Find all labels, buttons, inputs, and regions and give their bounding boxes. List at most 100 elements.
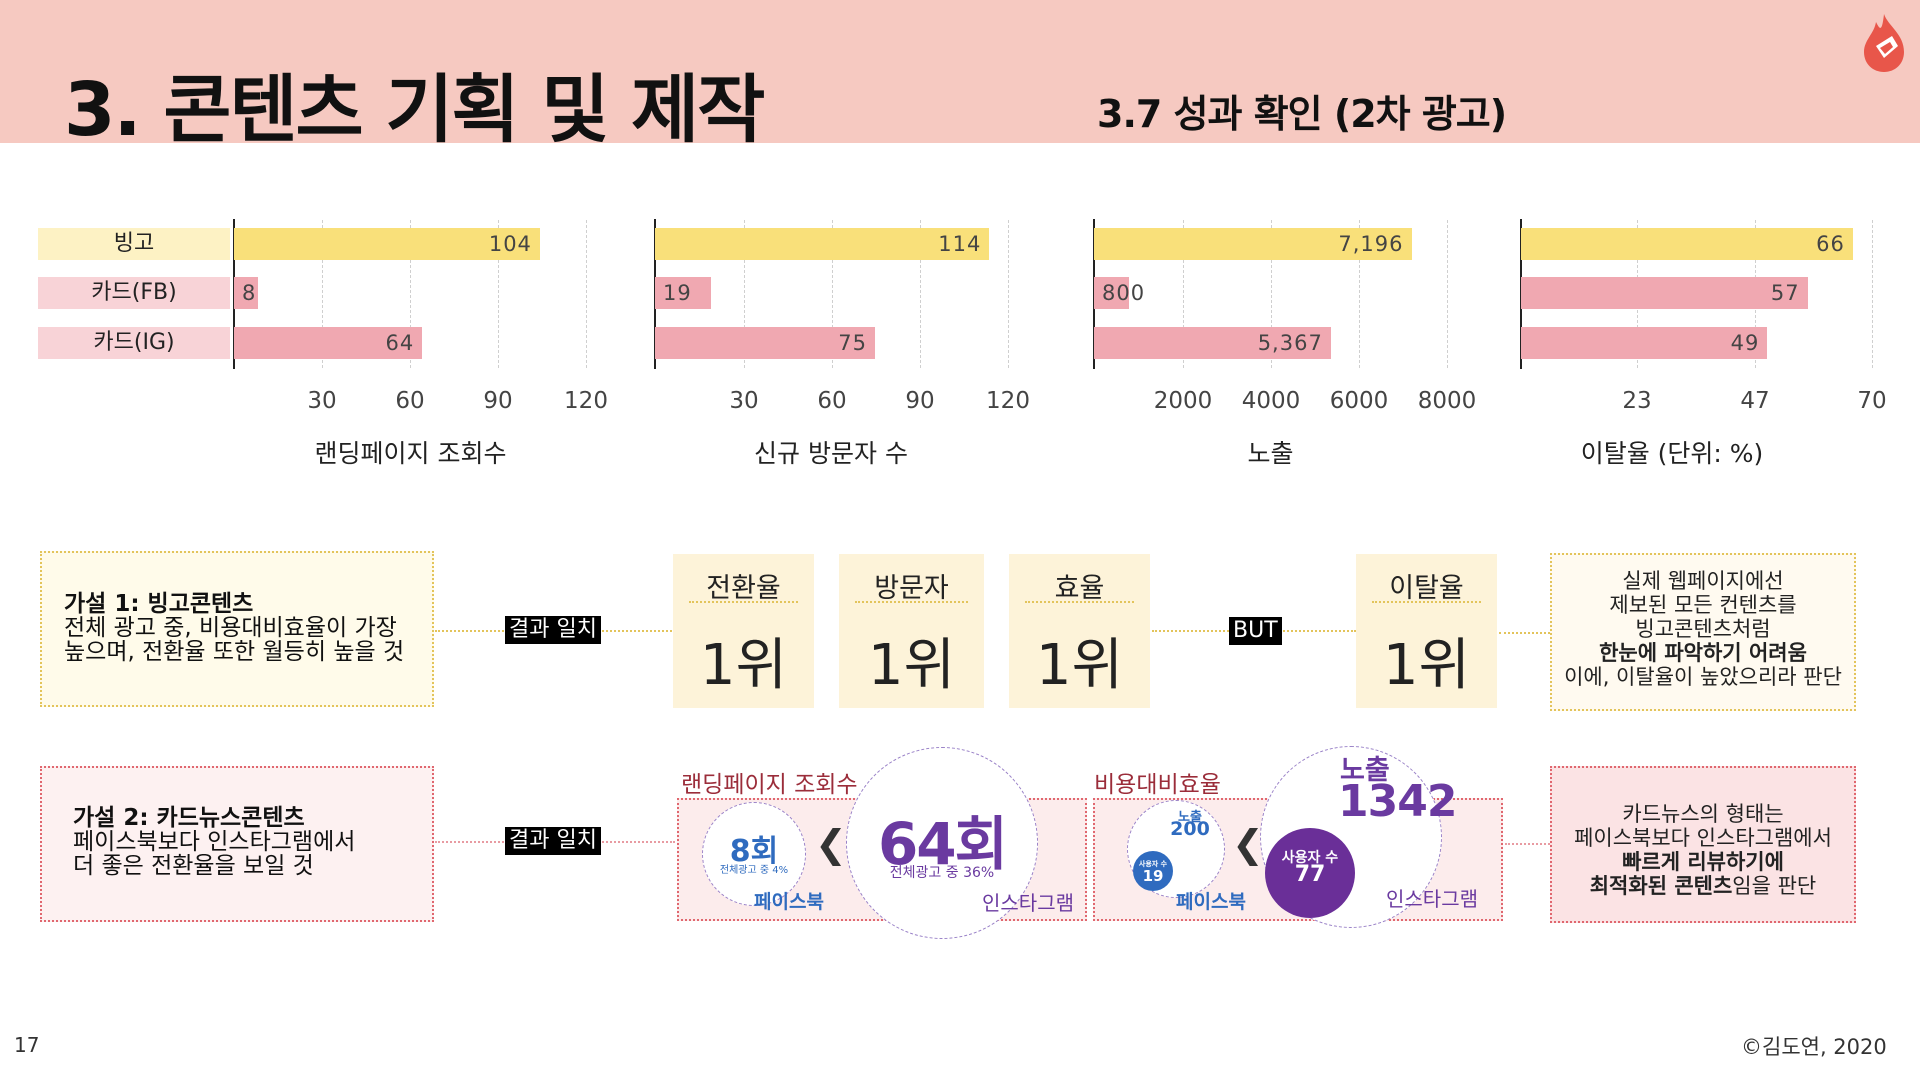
category-label-card-ig: 카드(IG): [38, 327, 230, 359]
gridline: [322, 220, 323, 368]
x-tick-label: 2000: [1153, 388, 1213, 414]
hypothesis-1-line1: 전체 광고 중, 비용대비효율이 가장: [64, 615, 397, 641]
gridline: [1359, 220, 1360, 368]
bar-bingo: [655, 228, 990, 260]
value-label: 800: [1102, 281, 1146, 305]
note-bold-part: 최적화된 콘텐츠: [1589, 874, 1733, 898]
hypothesis-2-line1: 페이스북보다 인스타그램에서: [73, 829, 356, 855]
rank-title-bounce: 이탈율: [1389, 573, 1464, 604]
x-axis-title: 이탈율 (단위: %): [1580, 439, 1764, 468]
value-label: 75: [838, 331, 867, 355]
rank-title-efficiency: 효율: [1054, 573, 1105, 604]
facebook-users-bubble: [1133, 851, 1173, 891]
note-line-mixed: 최적화된 콘텐츠임을 판단: [1552, 874, 1854, 898]
x-axis-title: 신규 방문자 수: [754, 439, 908, 468]
facebook-name: 페이스북: [754, 891, 824, 913]
section-subtitle: 3.7 성과 확인 (2차 광고): [1097, 92, 1507, 136]
value-label: 7,196: [1338, 232, 1404, 256]
rank-separator: [855, 601, 968, 603]
note-line-bold: 한눈에 파악하기 어려움: [1599, 641, 1807, 665]
x-tick-label: 8000: [1417, 388, 1477, 414]
value-label: 114: [938, 232, 982, 256]
x-tick-label: 120: [564, 388, 608, 414]
hypothesis-2-box: [40, 766, 434, 922]
connector-line: [1499, 632, 1550, 634]
bar-bingo: [1094, 228, 1412, 260]
result-match-tag: 결과 일치: [505, 616, 601, 644]
bar-bingo: [234, 228, 540, 260]
gridline: [1183, 220, 1184, 368]
x-tick-label: 120: [986, 388, 1030, 414]
bar-card-fb: [234, 277, 258, 309]
gridline: [1872, 220, 1873, 368]
bar-bingo: [1521, 228, 1853, 260]
landing-views-label: 랜딩페이지 조회수: [681, 772, 858, 798]
instagram-exposure-value: 1342: [1338, 776, 1457, 827]
rank-separator: [1372, 601, 1481, 603]
x-tick-label: 90: [905, 388, 935, 414]
page-number: 17: [14, 1033, 40, 1057]
hypothesis-1-title: 가설 1: 빙고콘텐츠: [64, 591, 254, 617]
compare-less-icon: ❮: [815, 822, 847, 866]
facebook-exposure-label: 노출: [1178, 810, 1202, 825]
hypothesis-2-note: 카드뉴스의 형태는 페이스북보다 인스타그램에서 빠르게 리뷰하기에 최적화된 …: [1550, 766, 1856, 923]
rank-title-conversion: 전환율: [706, 573, 781, 604]
cost-efficiency-label: 비용대비효율: [1094, 772, 1221, 798]
x-tick-label: 30: [729, 388, 759, 414]
instagram-users-label: 사용자 수: [1281, 850, 1339, 866]
flame-logo-icon: [1864, 14, 1904, 72]
gridline: [1271, 220, 1272, 368]
bar-card-fb: [1521, 277, 1808, 309]
value-label: 5,367: [1257, 331, 1323, 355]
note-line: 카드뉴스의 형태는: [1622, 802, 1784, 826]
instagram-landing-share: 전체광고 중 36%: [889, 865, 995, 881]
x-tick-label: 70: [1857, 388, 1887, 414]
value-label: 66: [1816, 232, 1845, 256]
value-label: 49: [1730, 331, 1760, 355]
hypothesis-1-note: 실제 웹페이지에선 제보된 모든 컨텐츠를 빙고콘텐츠처럼 한눈에 파악하기 어…: [1550, 553, 1856, 711]
but-tag: BUT: [1229, 617, 1282, 645]
gridline: [832, 220, 833, 368]
note-rest-part: 임을 판단: [1732, 874, 1817, 898]
header-band: [0, 0, 1920, 143]
instagram-circle: [846, 747, 1038, 939]
bar-card-ig: [1094, 327, 1331, 359]
instagram-name: 인스타그램: [1386, 887, 1478, 911]
rank-value-bounce: 1위: [1382, 633, 1471, 698]
x-axis-title: 랜딩페이지 조회수: [314, 439, 507, 468]
rank-separator: [689, 601, 798, 603]
gridline: [744, 220, 745, 368]
instagram-users-bubble: [1265, 828, 1355, 918]
note-line: 페이스북보다 인스타그램에서: [1574, 826, 1832, 850]
gridline: [920, 220, 921, 368]
instagram-exposure-label: 노출: [1340, 755, 1390, 786]
x-tick-label: 47: [1740, 388, 1770, 414]
bar-card-fb: [1094, 277, 1130, 309]
rank-card-conversion: [673, 554, 814, 708]
note-line: 이에, 이탈율이 높았으리라 판단: [1564, 665, 1842, 689]
copyright: ©김도연, 2020: [1741, 1035, 1887, 1059]
instagram-landing-value: 64회: [877, 810, 1008, 878]
page-title: 3. 콘텐츠 기획 및 제작: [64, 67, 765, 153]
connector-line: [1505, 843, 1550, 845]
facebook-landing-value: 8회: [729, 834, 779, 869]
facebook-landing-share: 전체광고 중 4%: [719, 865, 789, 876]
hypothesis-1-line2: 높으며, 전환율 또한 월등히 높을 것: [64, 639, 405, 665]
x-tick-label: 4000: [1241, 388, 1301, 414]
rank-value-visitors: 1위: [867, 633, 956, 698]
note-line-bold: 빠르게 리뷰하기에: [1622, 850, 1784, 874]
x-tick-label: 23: [1622, 388, 1652, 414]
note-line: 빙고콘텐츠처럼: [1635, 617, 1771, 641]
result-match-tag: 결과 일치: [505, 827, 601, 855]
gridline: [1447, 220, 1448, 368]
rank-value-efficiency: 1위: [1035, 633, 1124, 698]
facebook-users-value: 19: [1142, 867, 1164, 885]
facebook-circle: [702, 802, 806, 906]
gridline: [586, 220, 587, 368]
gridline: [1008, 220, 1009, 368]
x-axis-title: 노출: [1247, 439, 1294, 468]
x-tick-label: 60: [817, 388, 847, 414]
rank-value-conversion: 1위: [699, 633, 788, 698]
hypothesis-2-title: 가설 2: 카드뉴스콘텐츠: [73, 805, 305, 831]
gridline: [498, 220, 499, 368]
